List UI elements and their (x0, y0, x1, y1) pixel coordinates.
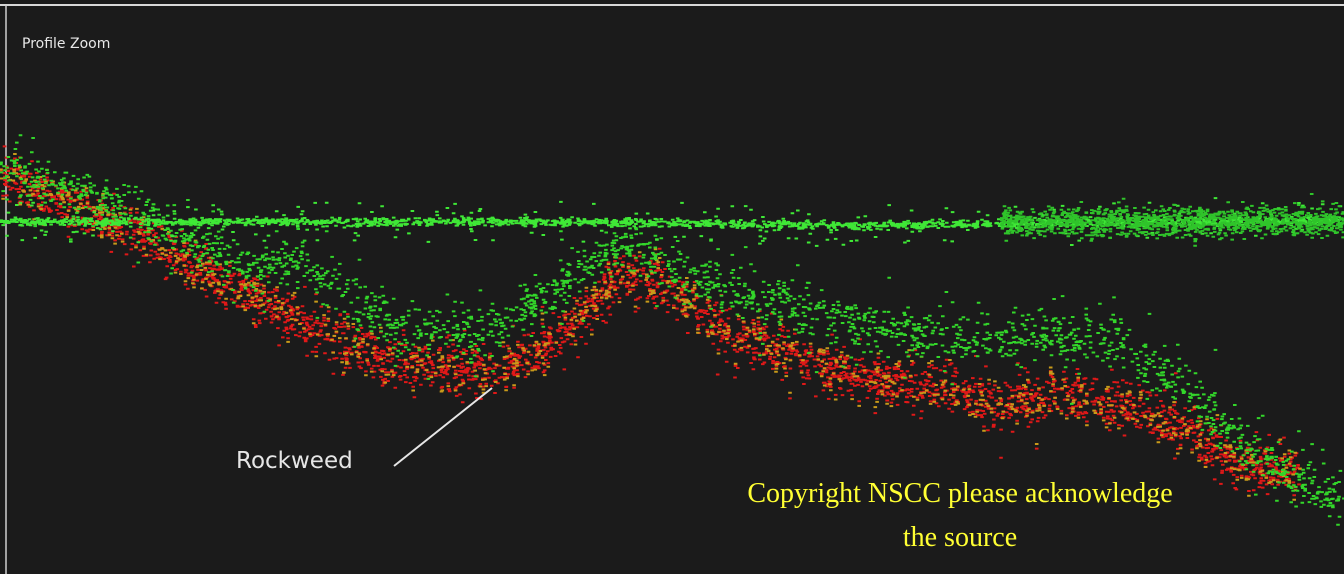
profile-view: Profile Zoom Rockweed Copyright NSCC ple… (0, 0, 1344, 574)
annotation-label: Rockweed (236, 448, 353, 474)
panel-title: Profile Zoom (22, 36, 110, 52)
watermark-line: the source (903, 522, 1017, 553)
watermark-line: Copyright NSCC please acknowledge (747, 478, 1172, 509)
page: {"panel": {"title": "Profile Zoom"}, "an… (0, 0, 1344, 574)
